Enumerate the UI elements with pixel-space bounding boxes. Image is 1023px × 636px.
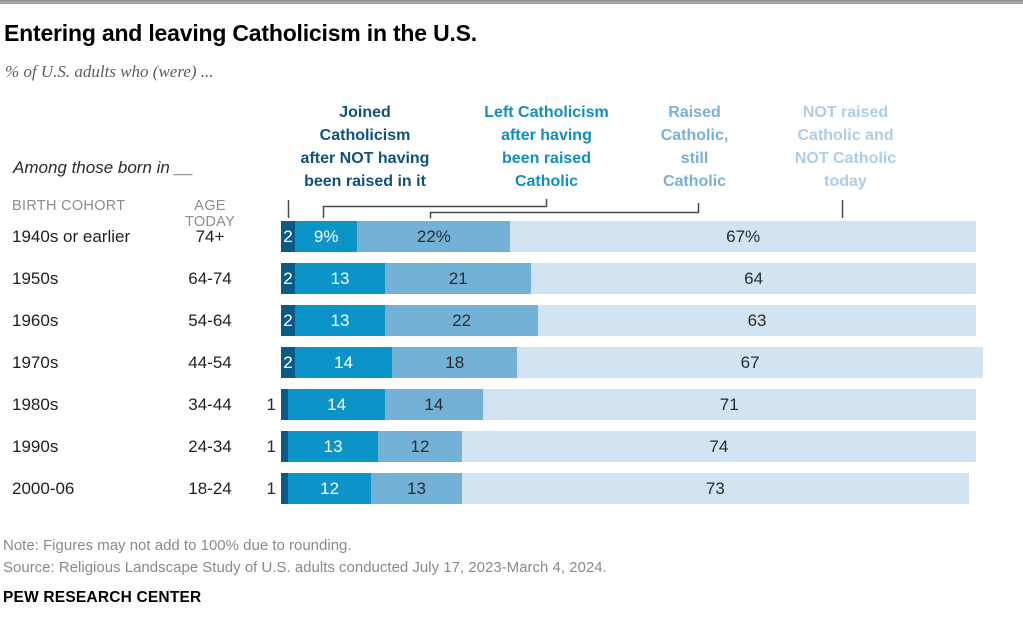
stacked-bar: 2 14 18 67 bbox=[281, 347, 983, 378]
stacked-bar: 2 9% 22% 67% bbox=[281, 221, 976, 252]
value-label-not-raised: 74 bbox=[709, 436, 729, 456]
cohort-row: 1990s 24-34 1 13 12 74 bbox=[0, 431, 1023, 462]
bar-segment-left: 9% bbox=[294, 221, 358, 252]
bar-segment-raised-still: 13 bbox=[371, 473, 462, 504]
top-divider bbox=[0, 0, 1023, 4]
column-header-birth-cohort: BIRTH COHORT bbox=[12, 198, 126, 214]
cohort-row: 1960s 54-64 2 13 22 63 bbox=[0, 305, 1023, 336]
value-label-raised-still: 21 bbox=[448, 268, 468, 288]
stacked-bar: 2 13 22 63 bbox=[281, 305, 976, 336]
stacked-bar: 2 13 21 64 bbox=[281, 263, 976, 294]
birth-cohort-label: 1980s bbox=[12, 395, 59, 414]
birth-cohort-label: 1940s or earlier bbox=[12, 227, 131, 246]
group-label: Among those born in __ bbox=[13, 158, 194, 177]
value-label-not-raised: 73 bbox=[705, 478, 725, 498]
bar-segment-not-raised: 74 bbox=[461, 431, 976, 462]
chart-title: Entering and leaving Catholicism in the … bbox=[4, 20, 477, 46]
value-label-left: 13 bbox=[330, 310, 350, 330]
stacked-bar: 14 14 71 bbox=[281, 389, 976, 420]
legend-raised-still-catholic: Raised Catholic, still Catholic bbox=[660, 104, 729, 190]
value-label-raised-still: 22% bbox=[416, 226, 451, 246]
value-label-raised-still: 14 bbox=[424, 394, 444, 414]
birth-cohort-label: 1960s bbox=[12, 311, 59, 330]
value-label-raised-still: 18 bbox=[445, 352, 465, 372]
age-today-label: 54-64 bbox=[188, 311, 232, 330]
brand-pew-research-center: PEW RESEARCH CENTER bbox=[3, 589, 202, 606]
value-label-left: 14 bbox=[334, 352, 353, 372]
bar-segment-left: 14 bbox=[294, 347, 393, 378]
value-label-raised-still: 22 bbox=[452, 310, 472, 330]
bar-segment-joined bbox=[281, 431, 288, 462]
source-text: Source: Religious Landscape Study of U.S… bbox=[3, 559, 607, 576]
bar-segment-joined: 2 bbox=[281, 347, 295, 378]
bar-segment-raised-still: 18 bbox=[392, 347, 518, 378]
birth-cohort-label: 2000-06 bbox=[12, 479, 75, 498]
cohort-row: 1940s or earlier 74+ 2 9% 22% 67% bbox=[0, 221, 1023, 252]
value-label-raised-still: 12 bbox=[410, 436, 430, 456]
stacked-bar: 13 12 74 bbox=[281, 431, 976, 462]
value-label-joined: 2 bbox=[283, 226, 293, 246]
birth-cohort-label: 1950s bbox=[12, 269, 59, 288]
bar-segment-left: 13 bbox=[294, 263, 386, 294]
value-label-left: 9% bbox=[313, 226, 339, 246]
cohort-row: 2000-06 18-24 1 12 13 73 bbox=[0, 473, 1023, 504]
value-label-not-raised: 71 bbox=[719, 394, 739, 414]
value-label-not-raised: 64 bbox=[744, 268, 764, 288]
value-label-raised-still: 13 bbox=[407, 478, 426, 498]
age-today-label: 74+ bbox=[195, 227, 225, 246]
birth-cohort-label: 1970s bbox=[12, 353, 59, 372]
value-label-joined: 2 bbox=[283, 352, 293, 372]
legend-not-raised-not-catholic: NOT raised Catholic and NOT Catholic tod… bbox=[794, 104, 897, 190]
bar-segment-left: 13 bbox=[294, 305, 386, 336]
stacked-bar: 12 13 73 bbox=[281, 473, 970, 504]
legend-left-catholicism: Left Catholicism after having been raise… bbox=[484, 104, 609, 190]
bar-segment-left: 12 bbox=[287, 473, 372, 504]
value-label-joined-outside: 1 bbox=[266, 437, 276, 456]
age-today-label: 44-54 bbox=[188, 353, 232, 372]
value-label-joined-outside: 1 bbox=[266, 479, 276, 498]
bar-segment-raised-still: 22 bbox=[385, 305, 539, 336]
bar-segment-raised-still: 21 bbox=[385, 263, 532, 294]
bar-segment-not-raised: 67 bbox=[517, 347, 983, 378]
bar-segment-raised-still: 14 bbox=[385, 389, 483, 420]
bar-segment-joined bbox=[281, 389, 288, 420]
bar-segment-not-raised: 67% bbox=[510, 221, 976, 252]
bar-segment-joined: 2 bbox=[281, 305, 295, 336]
bar-segment-raised-still: 22% bbox=[357, 221, 511, 252]
value-label-joined: 2 bbox=[283, 310, 293, 330]
bar-segment-joined bbox=[281, 473, 288, 504]
bar-segment-left: 13 bbox=[287, 431, 379, 462]
bar-segment-not-raised: 73 bbox=[461, 473, 970, 504]
column-header-age-today: AGE TODAY bbox=[184, 198, 236, 230]
note-text: Note: Figures may not add to 100% due to… bbox=[3, 537, 352, 554]
bar-segment-joined: 2 bbox=[281, 263, 295, 294]
value-label-not-raised: 63 bbox=[747, 310, 767, 330]
cohort-row: 1980s 34-44 1 14 14 71 bbox=[0, 389, 1023, 420]
value-label-left: 13 bbox=[330, 268, 350, 288]
bar-segment-raised-still: 12 bbox=[378, 431, 462, 462]
value-label-joined: 2 bbox=[283, 268, 293, 288]
chart-subtitle: % of U.S. adults who (were) ... bbox=[5, 62, 214, 81]
bar-segment-left: 14 bbox=[287, 389, 386, 420]
bar-segment-not-raised: 64 bbox=[531, 263, 976, 294]
bar-segment-not-raised: 63 bbox=[538, 305, 976, 336]
value-label-left: 14 bbox=[327, 394, 347, 414]
cohort-row: 1950s 64-74 2 13 21 64 bbox=[0, 263, 1023, 294]
value-label-left: 13 bbox=[323, 436, 343, 456]
age-today-label: 34-44 bbox=[188, 395, 232, 414]
bar-segment-joined: 2 bbox=[281, 221, 295, 252]
age-today-label: 24-34 bbox=[188, 437, 232, 456]
birth-cohort-label: 1990s bbox=[12, 437, 59, 456]
value-label-not-raised: 67% bbox=[726, 226, 761, 246]
value-label-left: 12 bbox=[320, 478, 340, 498]
age-today-label: 64-74 bbox=[188, 269, 232, 288]
age-today-label: 18-24 bbox=[188, 479, 232, 498]
bar-segment-not-raised: 71 bbox=[482, 389, 976, 420]
value-label-joined-outside: 1 bbox=[266, 395, 276, 414]
cohort-row: 1970s 44-54 2 14 18 67 bbox=[0, 347, 1023, 378]
value-label-not-raised: 67 bbox=[740, 352, 760, 372]
legend-joined-catholicism: Joined Catholicism after NOT having been… bbox=[300, 104, 430, 190]
